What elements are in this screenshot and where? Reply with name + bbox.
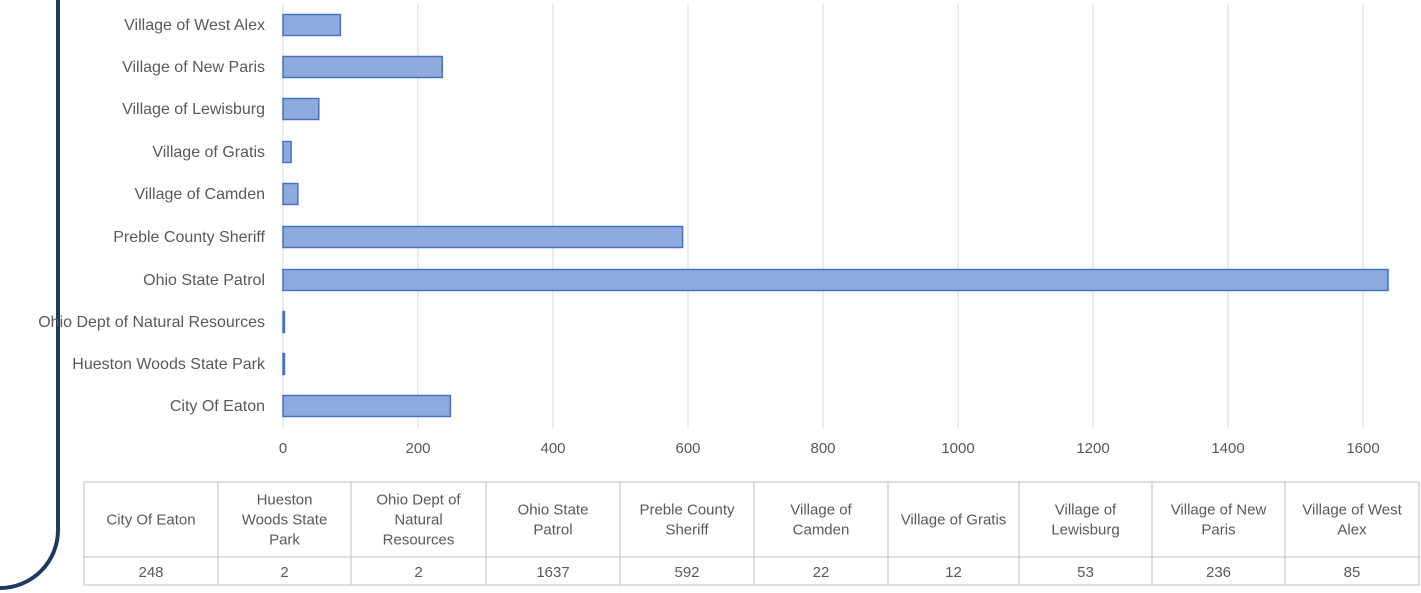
category-label: Village of New Paris <box>122 59 265 76</box>
bar <box>282 225 684 249</box>
bar <box>282 182 299 206</box>
bar <box>282 140 292 164</box>
x-tick-label: 0 <box>279 440 287 457</box>
x-tick-label: 1000 <box>941 440 974 457</box>
category-label: City Of Eaton <box>170 398 265 415</box>
category-label: Hueston Woods State Park <box>72 356 266 373</box>
table-value-cell: 1637 <box>536 564 569 581</box>
table-value-cell: 12 <box>945 564 962 581</box>
bar <box>282 97 320 121</box>
category-label: Village of West Alex <box>124 17 265 34</box>
bar <box>282 55 444 79</box>
x-tick-label: 1600 <box>1346 440 1379 457</box>
category-label: Ohio Dept of Natural Resources <box>38 314 265 331</box>
table-value-cell: 592 <box>674 564 699 581</box>
x-tick-label: 600 <box>675 440 700 457</box>
category-label: Village of Gratis <box>152 144 265 161</box>
x-tick-label: 1200 <box>1076 440 1109 457</box>
table-header-cell: Village of New Paris <box>1171 502 1267 539</box>
table-header-cell: Village of Gratis <box>901 512 1007 529</box>
table-header-cell: Village of Camden <box>790 502 852 539</box>
bar <box>282 352 286 376</box>
table-header-cell: Ohio State Patrol <box>518 502 589 539</box>
table-value-cell: 85 <box>1344 564 1361 581</box>
table-value-cell: 22 <box>813 564 830 581</box>
table-header-cell: Ohio Dept of Natural Resources <box>376 492 461 549</box>
table-header-cell: City Of Eaton <box>106 512 195 529</box>
bars <box>282 13 1389 418</box>
category-label: Village of Camden <box>135 186 265 203</box>
category-label: Ohio State Patrol <box>143 272 265 289</box>
table-value-cell: 2 <box>414 564 422 581</box>
category-labels: City Of Eaton Hueston Woods State Park Ohi… <box>38 17 266 415</box>
table-value-cell: 248 <box>138 564 163 581</box>
table-header-cell: Village of Lewisburg <box>1051 502 1119 539</box>
x-tick-label: 200 <box>405 440 430 457</box>
data-table: City Of Eaton 248 Hueston Woods State Park 2 O… <box>83 481 1420 586</box>
table-header-cell: Hueston Woods State Park <box>242 492 328 549</box>
table-value-cell: 236 <box>1206 564 1231 581</box>
table-value-cell: 53 <box>1077 564 1094 581</box>
category-label: Village of Lewisburg <box>122 101 265 118</box>
table-header-cell: Preble County Sheriff <box>639 502 735 539</box>
bar <box>282 13 342 37</box>
bar <box>282 394 452 418</box>
category-label: Preble County Sheriff <box>113 229 265 246</box>
x-axis-ticks: 0 200 400 600 800 1000 1200 1400 1600 <box>279 440 1380 457</box>
table-header-cell: Village of West Alex <box>1302 502 1402 539</box>
x-tick-label: 1400 <box>1211 440 1244 457</box>
x-tick-label: 400 <box>540 440 565 457</box>
x-tick-label: 800 <box>810 440 835 457</box>
bar <box>282 310 286 334</box>
bar <box>282 268 1389 292</box>
gridlines <box>282 4 1364 428</box>
table-value-cell: 2 <box>280 564 288 581</box>
